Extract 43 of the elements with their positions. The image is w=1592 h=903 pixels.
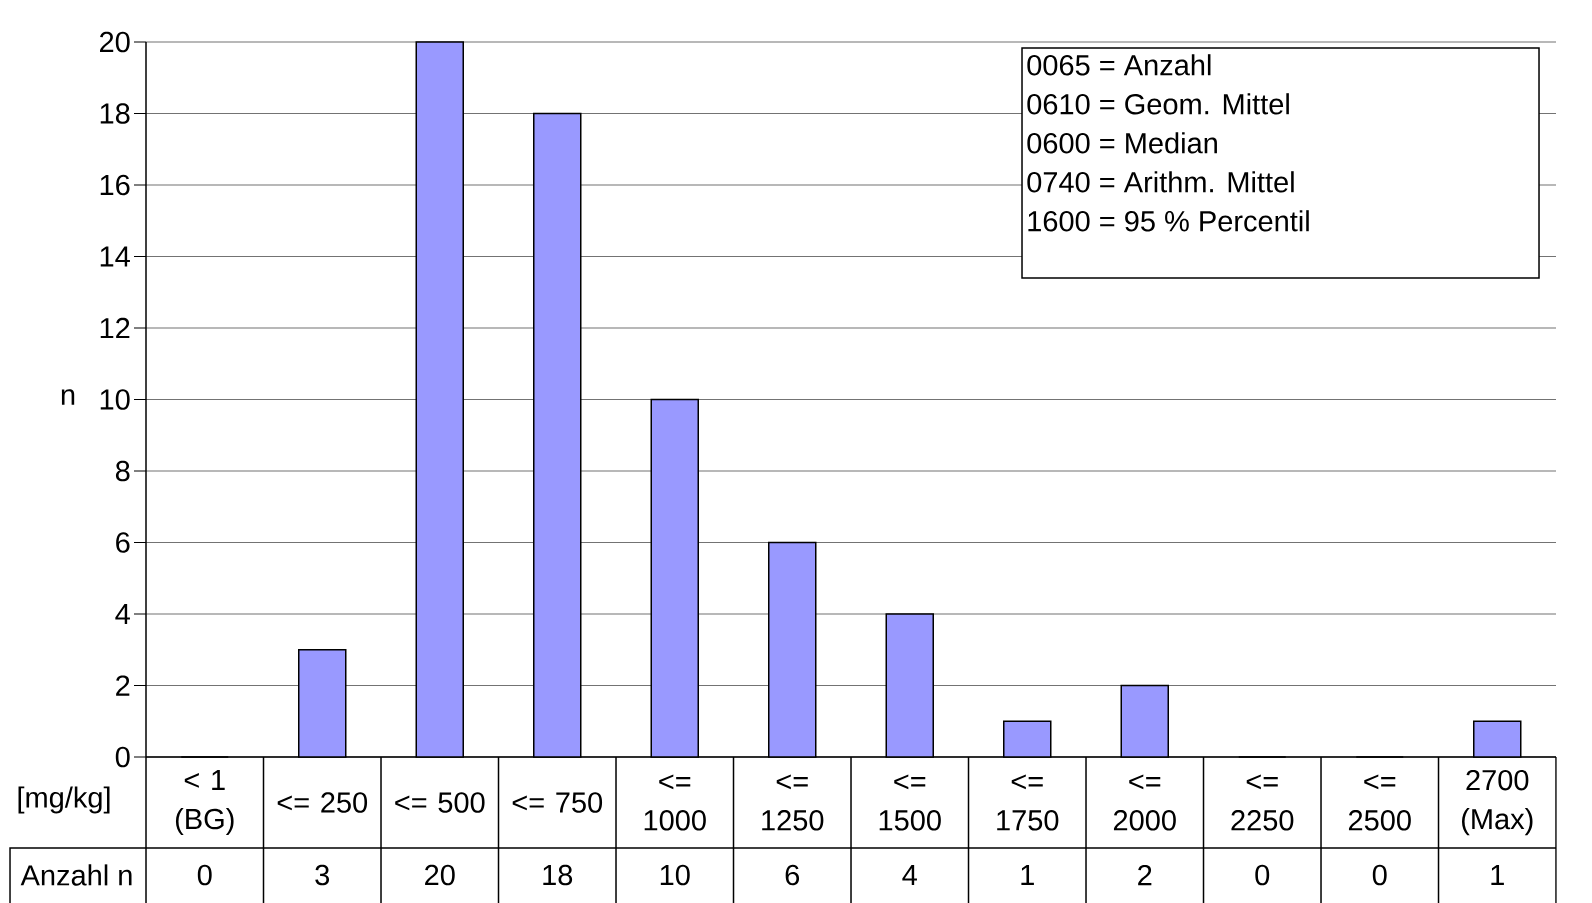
data-label: 1 <box>1491 865 1504 885</box>
y-tick-label: 2 <box>116 675 130 696</box>
x-tick-label: <= 2500 <box>1348 774 1411 831</box>
data-label: 0 <box>197 864 212 886</box>
x-tick-label: <= 1750 <box>997 774 1059 831</box>
data-label: 6 <box>785 864 800 886</box>
x-tick-label: < 1 (BG) <box>175 770 234 835</box>
y-tick-label: 6 <box>116 532 130 553</box>
x-tick-label: <= 2250 <box>1231 774 1294 831</box>
annotation: 0065 = Anzahl <box>1027 54 1211 76</box>
y-axis-title: n <box>61 389 75 405</box>
data-label: 4 <box>902 865 917 885</box>
y-tick-label: 12 <box>100 317 130 339</box>
data-label: 10 <box>660 864 690 886</box>
data-label: 2 <box>1138 864 1152 886</box>
annotation: 0600 = Median <box>1027 132 1217 154</box>
text: Anzahl n <box>20 864 132 886</box>
data-label: 20 <box>425 864 455 886</box>
y-tick-label: 18 <box>100 103 130 124</box>
annotation: 1600 = 95 % Percentil <box>1028 210 1309 232</box>
data-label: 0 <box>1372 864 1387 886</box>
y-tick-label: 20 <box>100 31 130 53</box>
y-tick-label: 10 <box>100 389 130 410</box>
x-tick-label: <= 750 <box>512 792 603 813</box>
y-tick-label: 4 <box>115 604 130 624</box>
x-tick-label: <= 2000 <box>1113 774 1176 831</box>
data-label: 1 <box>1021 865 1034 885</box>
x-tick-label: <= 500 <box>395 792 485 813</box>
y-tick-label: 8 <box>115 460 130 482</box>
x-axis-title: [mg/kg] <box>18 786 110 814</box>
y-tick-label: 0 <box>115 746 130 768</box>
x-tick-label: 2700 (Max) <box>1462 769 1533 836</box>
x-tick-label: <= 1250 <box>762 774 824 831</box>
data-label: 0 <box>1255 864 1270 886</box>
y-tick-label: 14 <box>100 246 130 267</box>
data-label: 3 <box>315 864 330 886</box>
y-tick-label: 16 <box>100 174 130 196</box>
x-tick-label: <= 1500 <box>879 774 941 831</box>
annotation: 0740 = Arithm. Mittel <box>1027 171 1294 193</box>
x-tick-label: <= 1000 <box>644 774 706 831</box>
data-label: 18 <box>543 864 573 886</box>
annotation: 0610 = Geom. Mittel <box>1027 93 1289 115</box>
x-tick-label: <= 250 <box>277 792 368 813</box>
